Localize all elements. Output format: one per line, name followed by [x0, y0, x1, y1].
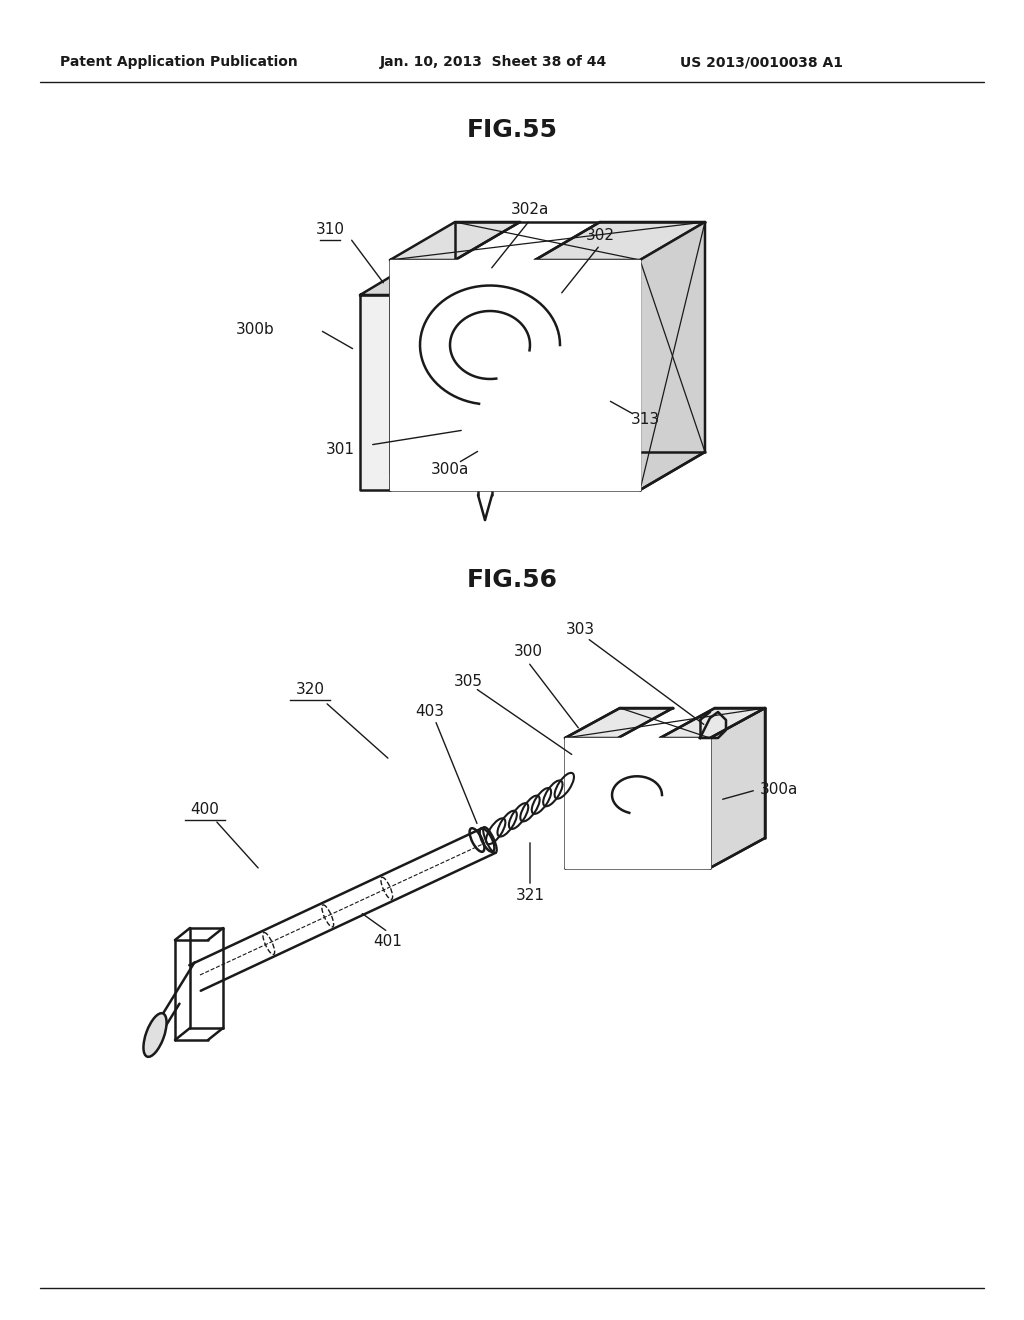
Text: 313: 313: [631, 412, 659, 428]
Text: 300b: 300b: [236, 322, 274, 338]
Polygon shape: [360, 277, 420, 294]
Text: 320: 320: [296, 682, 325, 697]
Text: 400: 400: [190, 803, 219, 817]
Text: 300: 300: [513, 644, 543, 660]
Text: FIG.55: FIG.55: [467, 117, 557, 143]
Polygon shape: [565, 708, 673, 738]
Text: 300a: 300a: [431, 462, 469, 478]
Text: 300a: 300a: [760, 783, 799, 797]
Text: 301: 301: [326, 442, 354, 458]
Text: 303: 303: [565, 623, 595, 638]
Polygon shape: [360, 294, 390, 490]
Text: 302: 302: [586, 227, 614, 243]
Ellipse shape: [143, 1014, 167, 1057]
Text: FIG.56: FIG.56: [467, 568, 557, 591]
Polygon shape: [565, 738, 710, 869]
Polygon shape: [710, 708, 765, 869]
Text: US 2013/0010038 A1: US 2013/0010038 A1: [680, 55, 843, 69]
Polygon shape: [390, 222, 520, 260]
Text: 401: 401: [374, 935, 402, 949]
Text: Jan. 10, 2013  Sheet 38 of 44: Jan. 10, 2013 Sheet 38 of 44: [380, 55, 607, 69]
Text: 310: 310: [315, 223, 344, 238]
Polygon shape: [390, 260, 640, 490]
Text: 403: 403: [416, 705, 444, 719]
Text: 321: 321: [515, 887, 545, 903]
Polygon shape: [535, 222, 705, 260]
Polygon shape: [660, 708, 765, 738]
Text: 302a: 302a: [511, 202, 549, 218]
Text: Patent Application Publication: Patent Application Publication: [60, 55, 298, 69]
Polygon shape: [640, 222, 705, 490]
Text: 305: 305: [454, 675, 482, 689]
